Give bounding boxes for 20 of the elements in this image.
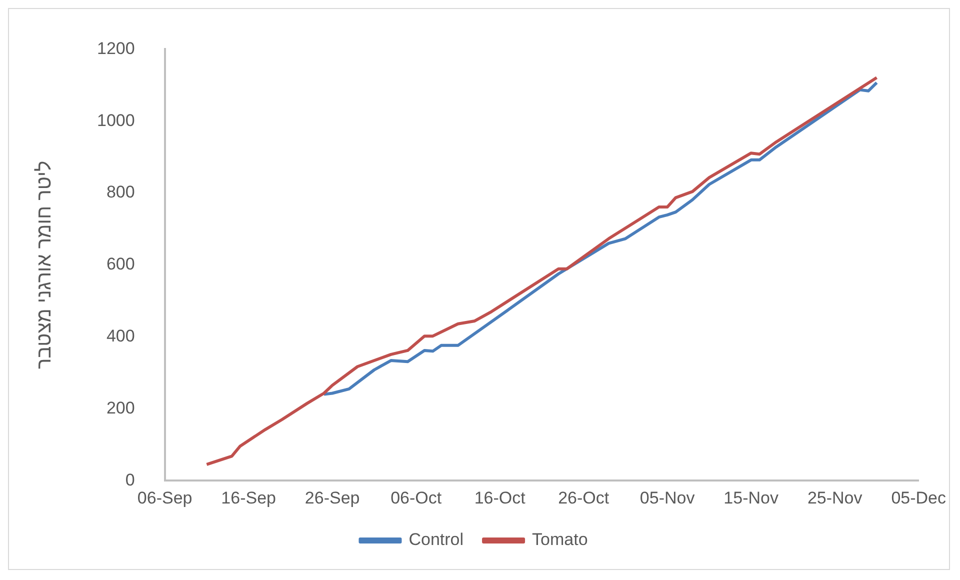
y-tick-label: 0 [125, 470, 135, 490]
y-tick-label: 1000 [96, 110, 135, 130]
x-tick-label: 05-Dec [891, 488, 946, 508]
x-tick-label: 05-Nov [640, 488, 696, 508]
x-tick-label: 16-Sep [221, 488, 276, 508]
x-tick-label: 06-Oct [390, 488, 442, 508]
x-tick-label: 06-Sep [137, 488, 192, 508]
legend-label: Tomato [532, 530, 588, 550]
y-tick-label: 600 [106, 254, 135, 274]
x-tick-label: 26-Oct [558, 488, 610, 508]
x-tick-label: 26-Sep [304, 488, 360, 508]
x-tick-label: 16-Oct [474, 488, 526, 508]
legend-label: Control [408, 530, 464, 550]
y-tick-label: 200 [106, 398, 135, 418]
y-tick-label: 400 [106, 326, 135, 346]
x-tick-label: 25-Nov [807, 488, 863, 508]
x-tick-label: 15-Nov [724, 488, 779, 508]
y-axis-title: ליטר חומר אורגני מצטבר [34, 160, 56, 369]
y-tick-label: 1200 [96, 38, 135, 58]
y-tick-label: 800 [106, 182, 135, 202]
